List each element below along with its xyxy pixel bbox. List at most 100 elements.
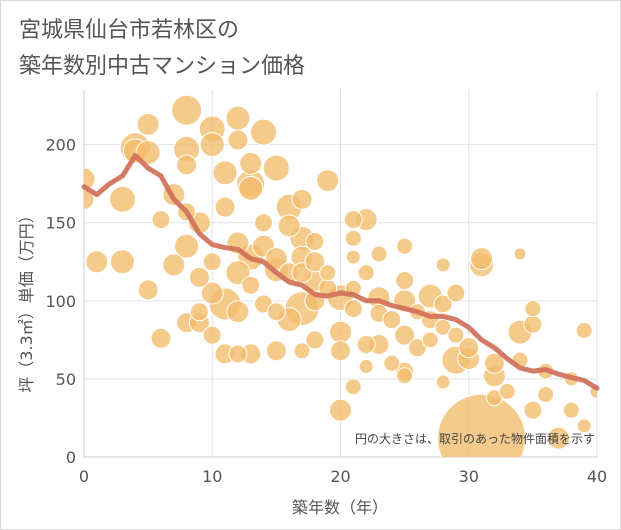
trend-line <box>81 153 600 391</box>
y-tick-label: 50 <box>56 370 76 389</box>
x-tick-label: 30 <box>459 467 479 486</box>
bubble-point <box>576 418 592 434</box>
bubble-point <box>304 251 326 273</box>
bubble-point <box>262 154 290 182</box>
bubble-point <box>151 210 171 230</box>
bubble-point <box>162 253 186 277</box>
x-tick-label: 0 <box>79 467 89 486</box>
bubble-point <box>109 249 135 275</box>
bubble-point <box>188 266 210 288</box>
bubble-point <box>200 281 224 305</box>
y-tick-label: 0 <box>66 448 76 467</box>
bubble-point <box>344 378 362 396</box>
bubble-point <box>370 245 388 263</box>
bubble-point <box>238 175 264 201</box>
bubble-point <box>470 247 494 271</box>
bubble-point <box>547 426 571 450</box>
bubble-point <box>241 275 261 295</box>
bubble-point <box>435 257 451 273</box>
bubble-point <box>265 340 287 362</box>
bubble-point <box>84 167 96 191</box>
bubble-point <box>135 139 161 165</box>
bubble-point <box>396 367 414 385</box>
bubble-point <box>537 386 555 404</box>
bubble-point <box>343 210 363 230</box>
bubble-point <box>108 185 136 213</box>
bubble-point <box>524 300 542 318</box>
bubble-point <box>277 214 301 238</box>
bubble-point <box>250 118 278 146</box>
bubble-point <box>293 342 311 360</box>
bubble-point <box>212 160 238 186</box>
x-tick-label: 40 <box>587 467 607 486</box>
bubble-point <box>435 374 451 390</box>
chart-title-line-2: 築年数別中古マンション価格 <box>19 54 306 79</box>
y-tick-label: 100 <box>45 292 76 311</box>
bubble-point <box>446 283 466 303</box>
bubble-point <box>396 237 414 255</box>
bubble-point <box>483 352 505 374</box>
bubble-point <box>343 299 363 319</box>
bubble-point <box>382 310 402 330</box>
bubble-point <box>171 94 203 126</box>
bubble-point <box>291 188 313 210</box>
bubble-point <box>228 344 248 364</box>
bubble-point <box>498 382 516 400</box>
bubble-series <box>84 94 597 457</box>
bubble-point <box>575 322 593 340</box>
bubble-point <box>239 151 263 175</box>
bubble-point <box>305 330 325 350</box>
bubble-point <box>137 279 159 301</box>
bubble-point <box>395 271 415 291</box>
bubble-point <box>357 264 375 282</box>
bubble-point <box>421 331 439 349</box>
bubble-point <box>383 354 401 372</box>
bubble-point <box>202 252 222 272</box>
y-tick-label: 200 <box>45 136 76 155</box>
bubble-point <box>136 112 160 136</box>
bubble-point <box>562 401 580 419</box>
bubble-point <box>433 294 453 314</box>
bubble-point <box>189 302 209 322</box>
bubble-point <box>523 314 543 334</box>
bubble-point <box>434 318 452 336</box>
bubble-point <box>305 231 325 251</box>
bubble-point <box>358 358 374 374</box>
bubble-point <box>226 300 250 324</box>
bubble-point <box>266 302 286 322</box>
bubble-point <box>329 320 352 344</box>
bubble-point <box>356 335 376 355</box>
bubble-point <box>176 154 198 176</box>
bubble-point <box>437 393 527 457</box>
bubble-point <box>447 326 465 344</box>
bubble-point <box>84 188 95 210</box>
bubble-point <box>254 213 274 233</box>
bubble-point <box>225 105 251 131</box>
y-tick-label: 150 <box>45 214 76 233</box>
chart-title-line-1: 宮城県仙台市若林区の <box>19 18 240 43</box>
bubble-point <box>458 337 480 359</box>
bubble-point <box>319 264 337 282</box>
y-axis-label: 坪（3.3㎡）単価（万円） <box>17 207 36 392</box>
bubble-point <box>523 400 543 420</box>
bubble-point <box>345 249 361 265</box>
bubble-point <box>316 169 340 193</box>
x-tick-label: 20 <box>330 467 350 486</box>
bubble-point <box>513 247 527 261</box>
chart-title: 宮城県仙台市若林区の 築年数別中古マンション価格 <box>19 13 305 85</box>
trend-series <box>81 153 600 391</box>
bubble-point <box>150 327 172 349</box>
size-legend-note: 円の大きさは、取引のあった物件面積を示す <box>355 431 595 446</box>
bubble-point <box>394 324 416 346</box>
bubble-point <box>330 340 351 362</box>
bubble-point <box>174 233 200 259</box>
x-axis-label: 築年数（年） <box>292 498 388 517</box>
bubble-point <box>329 398 352 422</box>
bubble-point <box>227 129 249 151</box>
bubble-point <box>85 250 109 274</box>
bubble-point <box>407 338 427 358</box>
bubble-point <box>199 132 225 158</box>
x-tick-label: 10 <box>202 467 222 486</box>
bubble-point <box>202 325 222 345</box>
